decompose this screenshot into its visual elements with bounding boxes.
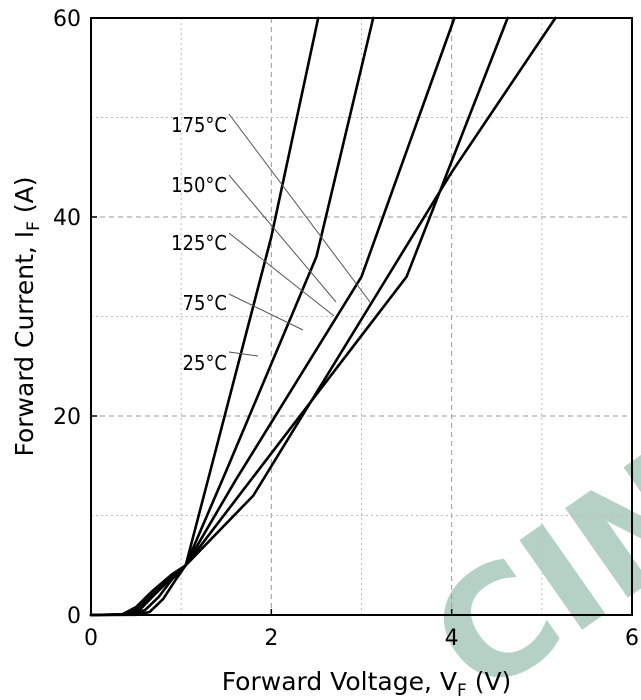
series-labels: 175°C 150°C 125°C 75°C 25°C (171, 113, 227, 375)
x-tick-label: 2 (264, 626, 278, 651)
y-tick-label: 60 (53, 7, 81, 32)
series-line (89, 16, 456, 617)
watermark: CINE (402, 362, 641, 700)
series-line (89, 16, 375, 617)
series-label: 25°C (183, 351, 227, 375)
label-leader-line (228, 293, 304, 331)
x-tick-label: 6 (625, 626, 639, 651)
y-tick-label: 0 (67, 604, 81, 629)
y-tick-label: 20 (53, 405, 81, 430)
y-tick-label: 40 (53, 206, 81, 231)
watermark-text: CINE (402, 362, 641, 700)
series-line (89, 16, 320, 617)
label-leader-line (228, 174, 337, 303)
label-leader-line (228, 113, 371, 303)
series-label: 175°C (171, 113, 227, 137)
series-lines (89, 16, 557, 617)
y-axis-title: Forward Current, IF (A) (10, 177, 44, 457)
grid (91, 18, 632, 615)
series-label: 125°C (171, 231, 227, 255)
x-tick-label: 4 (445, 626, 459, 651)
plot-frame (90, 17, 633, 616)
label-leader-line (228, 232, 335, 317)
x-tick-label: 0 (84, 626, 98, 651)
label-leader-line (228, 351, 259, 357)
label-leaders (228, 113, 371, 357)
series-label: 150°C (171, 173, 227, 197)
series-label: 75°C (183, 291, 227, 315)
series-line (89, 16, 557, 617)
x-axis-title: Forward Voltage, VF (V) (222, 667, 512, 700)
